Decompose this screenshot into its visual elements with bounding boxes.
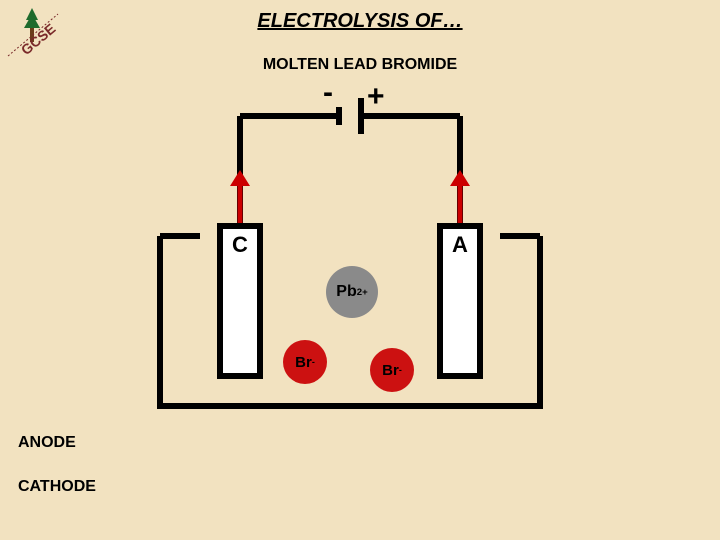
ion-pb: Pb2+ [326,266,378,318]
anode-label: ANODE [18,434,76,452]
slide: GCSE ELECTROLYSIS OF… MOLTEN LEAD BROMID… [0,0,720,540]
svg-text:-: - [323,86,333,109]
page-title: ELECTROLYSIS OF… [0,10,720,33]
electrolysis-diagram: - + C A [150,86,550,416]
ion-br: Br- [370,348,414,392]
svg-text:A: A [452,232,468,257]
cathode-label: CATHODE [18,478,96,496]
svg-text:C: C [232,232,248,257]
svg-text:+: + [367,86,385,113]
ion-br: Br- [283,340,327,384]
page-subtitle: MOLTEN LEAD BROMIDE [0,56,720,74]
